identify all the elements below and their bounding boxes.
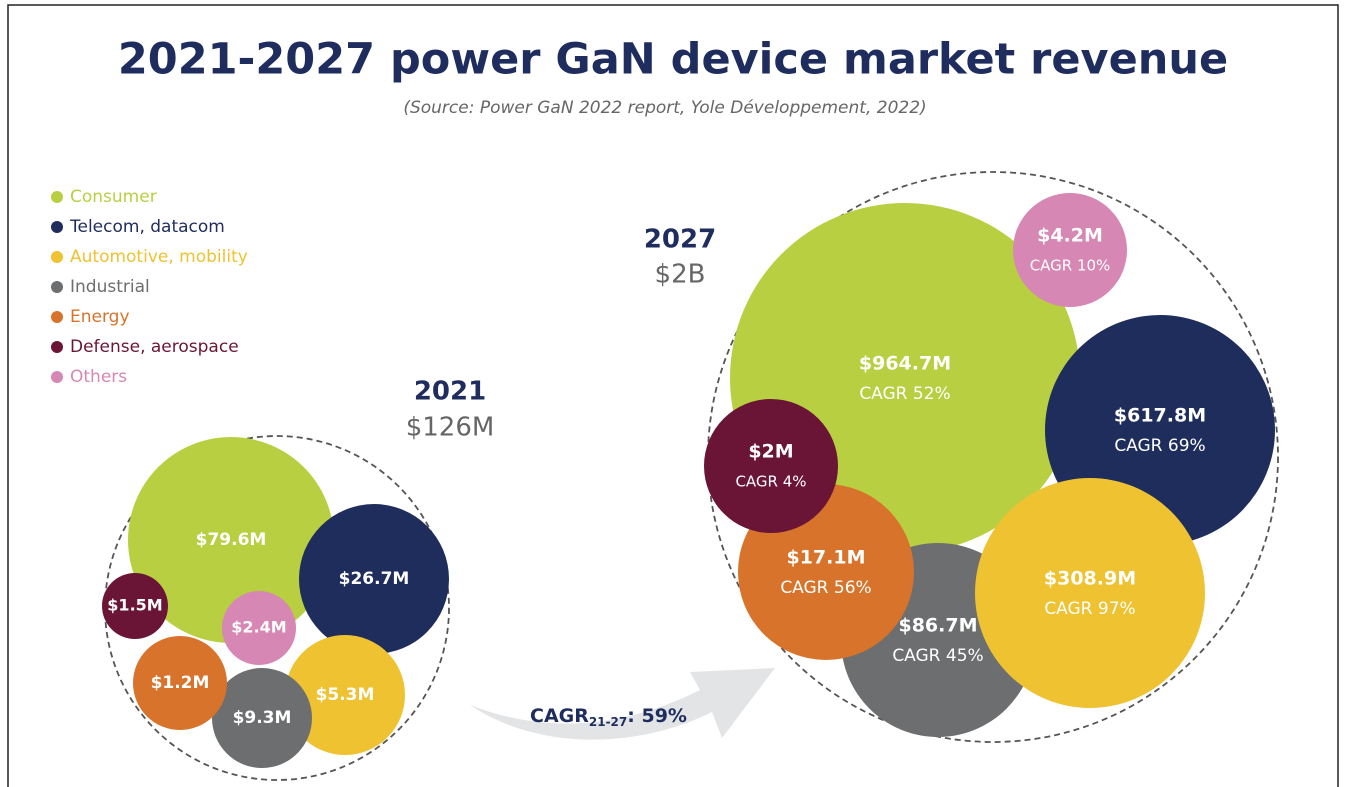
value-label: $5.3M <box>316 685 375 705</box>
cagr-suffix: : 59% <box>627 705 687 727</box>
legend-marker <box>51 341 63 353</box>
chart-title: 2021-2027 power GaN device market revenu… <box>118 35 1228 85</box>
legend-marker <box>51 281 63 293</box>
legend-marker <box>51 191 63 203</box>
value-label: $2M <box>748 441 793 463</box>
value-label: $1.5M <box>107 596 162 615</box>
cagr-label: CAGR 97% <box>1044 599 1135 619</box>
legend-label: Others <box>70 367 127 387</box>
cagr-label: CAGR 10% <box>1030 257 1111 275</box>
cagr-label: CAGR 52% <box>859 384 950 404</box>
growth-arrow <box>470 668 775 740</box>
cagr-text: CAGR <box>530 705 589 727</box>
legend-label: Defense, aerospace <box>70 337 239 357</box>
cagr-label: CAGR 45% <box>892 646 983 666</box>
bubble <box>975 478 1205 708</box>
legend-marker <box>51 251 63 263</box>
cagr-label: CAGR 4% <box>735 473 806 491</box>
legend-marker <box>51 221 63 233</box>
value-label: $308.9M <box>1044 568 1136 590</box>
legend-label: Telecom, datacom <box>69 217 225 237</box>
total-label: $126M <box>406 413 495 443</box>
bubble <box>299 504 449 654</box>
value-label: $26.7M <box>339 569 410 589</box>
cagr-label: CAGR 56% <box>780 578 871 598</box>
value-label: $17.1M <box>786 547 865 569</box>
bubble <box>128 437 334 643</box>
legend-marker <box>51 311 63 323</box>
chart-subtitle: (Source: Power GaN 2022 report, Yole Dév… <box>403 98 926 118</box>
legend-label: Consumer <box>70 187 157 207</box>
cagr-label: CAGR 69% <box>1114 436 1205 456</box>
value-label: $79.6M <box>196 530 267 550</box>
value-label: $964.7M <box>859 353 951 375</box>
legend-marker <box>51 371 63 383</box>
bubble <box>102 573 168 639</box>
value-label: $617.8M <box>1114 405 1206 427</box>
legend-label: Industrial <box>70 277 150 297</box>
value-label: $1.2M <box>151 673 210 693</box>
value-label: $2.4M <box>231 618 286 637</box>
bubble <box>1013 193 1127 307</box>
legend-label: Energy <box>70 307 130 327</box>
bubble <box>285 635 405 755</box>
value-label: $86.7M <box>898 615 977 637</box>
year-label: 2021 <box>414 377 486 407</box>
value-label: $4.2M <box>1037 225 1103 247</box>
year-label: 2027 <box>644 225 716 255</box>
bubble <box>212 668 312 768</box>
total-label: $2B <box>655 260 706 290</box>
bubble <box>704 399 838 533</box>
value-label: $9.3M <box>233 708 292 728</box>
cagr-annotation: CAGR21-27: 59% <box>530 705 687 729</box>
bubble <box>222 591 296 665</box>
cagr-subscript: 21-27 <box>589 715 627 729</box>
bubble <box>133 636 227 730</box>
legend-label: Automotive, mobility <box>70 247 248 267</box>
